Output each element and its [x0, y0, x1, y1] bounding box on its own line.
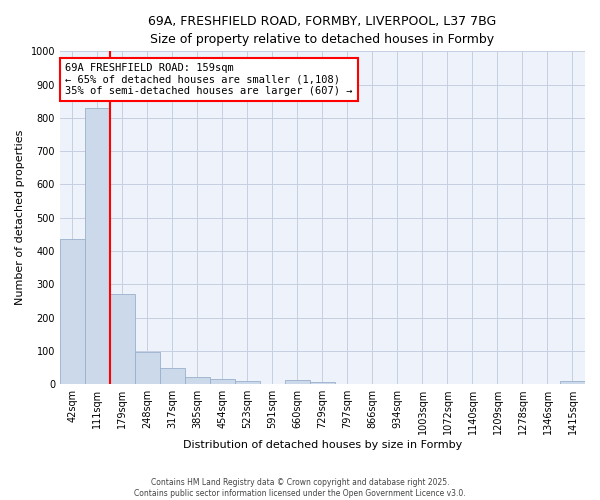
Bar [285, 380, 310, 384]
Bar [310, 382, 335, 384]
Bar [560, 382, 585, 384]
Bar [185, 377, 210, 384]
X-axis label: Distribution of detached houses by size in Formby: Distribution of detached houses by size … [183, 440, 462, 450]
Bar [160, 368, 185, 384]
Bar [235, 381, 260, 384]
Bar [60, 240, 85, 384]
Text: 69A FRESHFIELD ROAD: 159sqm
← 65% of detached houses are smaller (1,108)
35% of : 69A FRESHFIELD ROAD: 159sqm ← 65% of det… [65, 63, 353, 96]
Bar [110, 294, 135, 384]
Bar [135, 352, 160, 384]
Text: Contains HM Land Registry data © Crown copyright and database right 2025.
Contai: Contains HM Land Registry data © Crown c… [134, 478, 466, 498]
Y-axis label: Number of detached properties: Number of detached properties [15, 130, 25, 306]
Bar [85, 108, 110, 384]
Bar [210, 380, 235, 384]
Title: 69A, FRESHFIELD ROAD, FORMBY, LIVERPOOL, L37 7BG
Size of property relative to de: 69A, FRESHFIELD ROAD, FORMBY, LIVERPOOL,… [148, 15, 497, 46]
